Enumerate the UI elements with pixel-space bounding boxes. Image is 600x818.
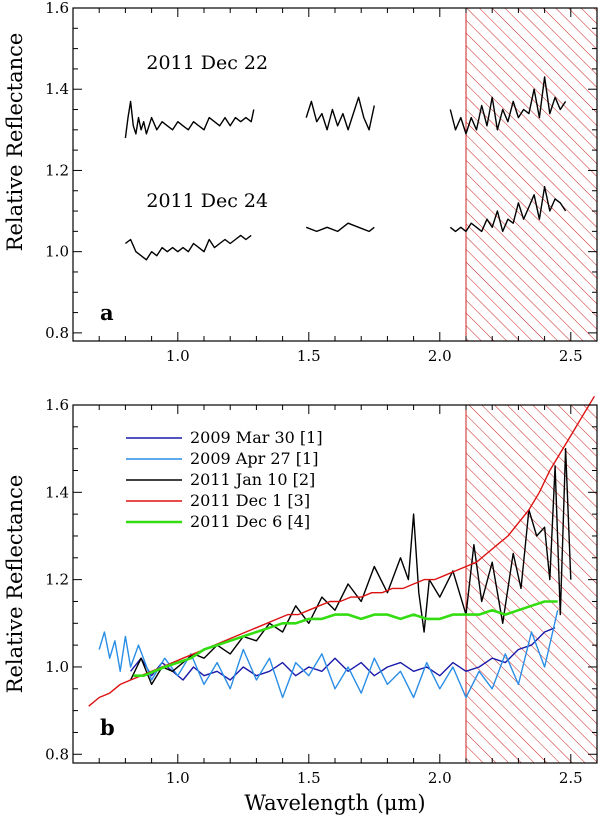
series-line-2009-apr-27-1- [98,610,559,699]
legend-label: 2011 Dec 6 [4] [190,512,310,531]
panel-a-ticks: 1.0 1.5 2.0 2.5 0.8 1.0 1.2 1.4 1.6 [45,0,597,365]
y-tick-label: 0.8 [45,745,69,763]
y-tick-label: 1.4 [45,483,69,501]
series-line-2011-dec-22-seg-2 [449,76,567,135]
panel-b-hatched-region [465,404,598,764]
series-line-2011-dec-22-seg-1 [305,96,375,131]
panel-b-legend: 2009 Mar 30 [1] 2009 Apr 27 [1] 2011 Jan 1… [126,428,323,531]
legend-label: 2009 Mar 30 [1] [190,428,323,447]
x-tick-label: 2.0 [428,769,452,787]
annotation-dec-24: 2011 Dec 24 [146,190,268,212]
legend-label: 2011 Dec 1 [3] [190,491,310,510]
panel-a-y-axis-title: Relative Reflectance [3,33,27,252]
panel-b-letter: b [100,715,115,740]
y-tick-label: 1.6 [45,0,69,17]
x-tick-label: 1.0 [166,347,190,365]
panel-b-ticks: 1.0 1.5 2.0 2.5 0.8 1.0 1.2 1.4 1.6 [45,396,597,787]
x-tick-label: 1.5 [297,769,321,787]
annotation-dec-22: 2011 Dec 22 [146,52,268,74]
series-line-2011-dec-24-seg-0 [124,234,252,261]
series-line-2011-dec-24-seg-2 [449,185,567,233]
panel-a-chart: 1.0 1.5 2.0 2.50.81.01.21.41.6 2011 Dec 22 … [3,0,598,365]
panel-a-hatched-region [465,7,598,342]
y-tick-label: 1.4 [45,80,69,98]
y-tick-label: 1.2 [45,571,69,589]
panel-b-chart: 1.0 1.5 2.0 2.5 0.8 1.0 1.2 1.4 1.6 2009 Mar 30 … [3,395,598,815]
series-line-2011-dec-24-seg-1 [305,222,375,233]
legend-label: 2009 Apr 27 [1] [190,449,318,468]
y-tick-label: 0.8 [45,324,69,342]
x-tick-label: 2.0 [428,347,452,365]
series-line-2011-dec-6-4- [133,600,558,678]
series-line-2011-dec-1-3- [88,395,595,707]
legend-label: 2011 Jan 10 [2] [190,470,315,489]
x-tick-label: 2.5 [559,769,583,787]
y-tick-label: 1.0 [45,243,69,261]
series-line-2009-mar-30-1- [130,627,556,681]
x-tick-label: 1.5 [297,347,321,365]
y-tick-label: 1.6 [45,396,69,414]
panel-b-y-axis-title: Relative Reflectance [3,475,27,694]
x-axis-title: Wavelength (μm) [244,791,425,815]
panel-a-series-group [124,76,567,261]
x-tick-label: 1.0 [166,769,190,787]
x-tick-label: 2.5 [559,347,583,365]
series-line-2011-jan-10-2- [129,448,572,686]
series-line-2011-dec-22-seg-0 [124,100,255,139]
y-tick-label: 1.0 [45,658,69,676]
panel-b-series-group [88,395,595,707]
y-tick-label: 1.2 [45,161,69,179]
panel-a-letter: a [100,300,114,325]
